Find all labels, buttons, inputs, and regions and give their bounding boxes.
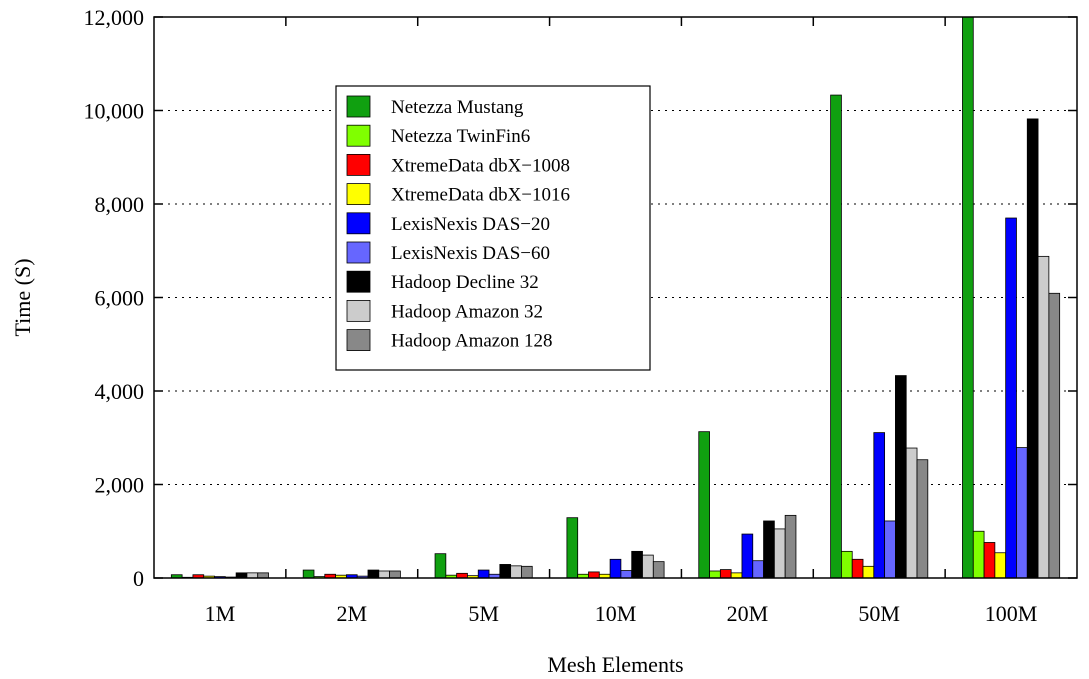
bar-6-8 (1048, 292, 1061, 579)
bar-0-7 (246, 572, 259, 579)
bar-6-1 (972, 530, 985, 579)
legend-label-8: Hadoop Amazon 128 (391, 331, 552, 352)
bar-6-5 (1016, 447, 1028, 579)
bar-3-5 (620, 570, 633, 579)
legend-swatch-3 (346, 183, 371, 206)
x-tick-label: 50M (858, 601, 900, 626)
y-tick-label: 2,000 (95, 473, 145, 498)
bar-2-4 (477, 569, 490, 579)
bar-5-1 (841, 550, 853, 579)
bar-4-5 (752, 560, 764, 579)
y-axis-label: Time (S) (10, 258, 35, 336)
bar-2-6 (499, 564, 512, 579)
bar-4-1 (709, 570, 721, 579)
bar-5-5 (884, 520, 896, 579)
x-tick-label: 2M (337, 601, 368, 626)
bar-6-7 (1037, 255, 1050, 579)
legend: Netezza Mustang Netezza TwinFin6 XtremeDat… (335, 85, 651, 371)
legend-label-0: Netezza Mustang (391, 97, 524, 118)
bar-4-2 (719, 569, 732, 579)
bar-1-6 (367, 569, 380, 579)
bar-3-6 (631, 550, 643, 579)
legend-swatch-1 (346, 124, 371, 147)
legend-swatch-4 (346, 212, 371, 235)
x-tick-label: 5M (468, 601, 499, 626)
y-tick-label: 4,000 (95, 379, 145, 404)
bar-6-4 (1005, 217, 1017, 579)
legend-swatch-8 (346, 329, 371, 352)
bar-5-4 (873, 432, 886, 579)
bar-1-0 (302, 569, 315, 579)
y-tick-label: 10,000 (84, 99, 145, 124)
bar-1-7 (378, 570, 390, 579)
legend-label-4: LexisNexis DAS−20 (391, 214, 550, 235)
legend-label-5: LexisNexis DAS−60 (391, 243, 550, 264)
y-tick-label: 8,000 (95, 192, 145, 217)
legend-label-1: Netezza TwinFin6 (391, 126, 530, 147)
legend-swatch-6 (346, 270, 371, 293)
x-tick-label: 20M (727, 601, 769, 626)
legend-label-6: Hadoop Decline 32 (391, 272, 539, 293)
bar-6-0 (962, 16, 974, 579)
legend-swatch-7 (346, 299, 371, 322)
y-tick-label: 12,000 (84, 5, 145, 30)
legend-swatch-5 (346, 241, 371, 264)
bar-4-4 (741, 533, 754, 579)
bar-2-7 (510, 565, 522, 579)
bar-4-7 (773, 528, 786, 579)
bar-5-8 (916, 459, 929, 579)
bar-4-0 (698, 431, 710, 579)
axis-ticks: 0 2,000 4,000 6,000 8,000 10,000 12,000 1M 2M 5M 1… (84, 5, 1077, 626)
bar-5-7 (905, 447, 918, 579)
bar-3-0 (566, 517, 579, 579)
x-tick-label: 10M (595, 601, 637, 626)
bar-6-3 (994, 552, 1007, 579)
bar-5-0 (830, 94, 842, 579)
legend-label-2: XtremeData dbX−1008 (391, 155, 570, 176)
x-axis-label: Mesh Elements (547, 652, 683, 677)
bar-4-8 (784, 514, 797, 579)
bar-6-2 (983, 542, 996, 579)
bar-2-0 (434, 553, 447, 579)
bar-5-3 (862, 565, 875, 579)
bar-5-2 (851, 558, 864, 579)
bar-4-3 (730, 572, 743, 579)
bar-1-8 (389, 570, 401, 579)
bar-3-2 (588, 571, 600, 579)
legend-label-7: Hadoop Amazon 32 (391, 301, 543, 322)
bar-5-6 (895, 375, 907, 579)
bar-0-6 (235, 572, 248, 579)
bar-4-6 (763, 520, 775, 579)
x-tick-label: 100M (985, 601, 1038, 626)
legend-swatch-0 (346, 95, 371, 118)
bar-3-4 (609, 558, 622, 579)
y-tick-label: 0 (133, 566, 144, 591)
bar-6-6 (1026, 118, 1039, 579)
legend-swatch-2 (346, 153, 371, 176)
legend-box (335, 85, 651, 371)
bar-2-8 (521, 565, 533, 579)
bar-3-7 (642, 554, 654, 579)
x-tick-label: 1M (205, 601, 236, 626)
legend-label-3: XtremeData dbX−1016 (391, 185, 570, 206)
bar-3-8 (652, 561, 665, 579)
y-tick-label: 6,000 (95, 286, 145, 311)
bar-0-8 (257, 572, 269, 579)
